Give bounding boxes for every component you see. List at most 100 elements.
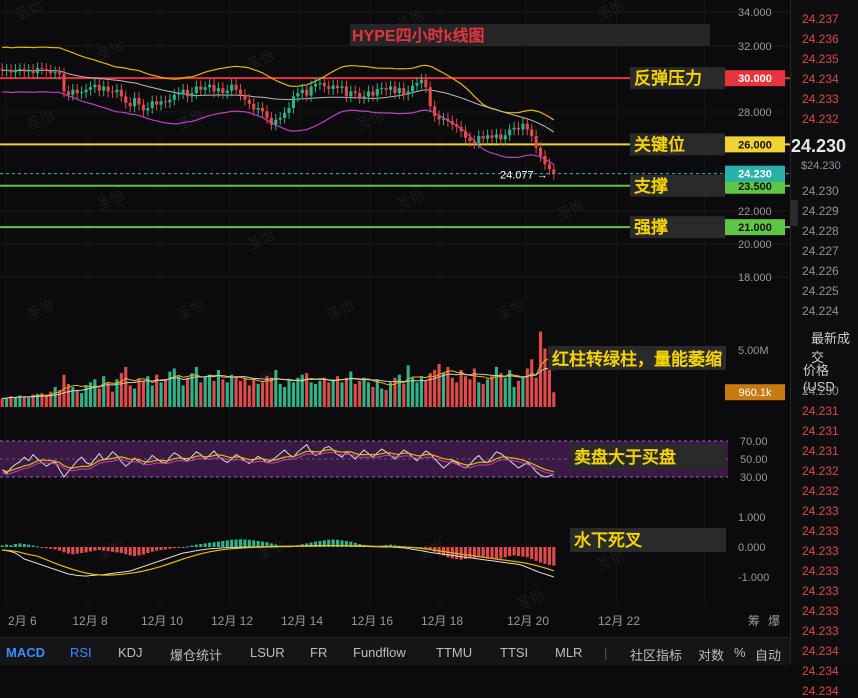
candle-body xyxy=(124,96,128,103)
indicator-tab-mlr[interactable]: MLR xyxy=(555,645,583,660)
date-tick: 2月 6 xyxy=(8,614,37,628)
trade-price: 24.233 xyxy=(802,544,839,558)
low-marker: 24.077 → xyxy=(500,170,548,182)
volume-bar xyxy=(9,396,13,407)
indicator-tab-fr[interactable]: FR xyxy=(310,645,328,660)
candle-body xyxy=(490,135,494,138)
current-price-label: 24.230 xyxy=(738,169,772,181)
y-axis-labels: 34.000 32.000 28.000 22.000 20.000 18.000 5.00… xyxy=(725,7,785,584)
candle-body xyxy=(97,84,101,91)
volume-bar xyxy=(110,391,115,407)
macd-hist-bar xyxy=(477,547,481,558)
toolbar-right-0[interactable]: 社区指标 xyxy=(630,648,683,663)
scroll-handle[interactable] xyxy=(790,200,798,226)
price-tick: 32.000 xyxy=(738,41,772,53)
indicator-tab-kdj[interactable]: KDJ xyxy=(118,645,143,660)
indicator-tab-ttsi[interactable]: TTSI xyxy=(500,645,529,660)
candle-body xyxy=(243,94,247,100)
volume-bar xyxy=(128,385,132,407)
candle-body xyxy=(13,69,17,73)
macd-hist-bar xyxy=(508,547,512,556)
candle-body xyxy=(128,102,132,107)
candle-body xyxy=(274,119,278,125)
macd-hist-bar xyxy=(216,541,220,547)
price-tick: 34.000 xyxy=(738,7,772,19)
candle-body xyxy=(102,86,106,91)
macd-hist-bar xyxy=(110,547,115,552)
indicator-tab-ttmu[interactable]: TTMU xyxy=(436,645,473,660)
macd-hist-bar xyxy=(62,547,66,553)
indicator-tab-macd[interactable]: MACD xyxy=(6,645,45,660)
trade-price: 24.234 xyxy=(802,644,839,658)
volume-bar xyxy=(203,376,207,407)
candle-body xyxy=(486,135,490,139)
toolbar-right-3[interactable]: 自动 xyxy=(755,648,782,663)
macd-hist-bar xyxy=(80,547,84,553)
macd-hist-bar xyxy=(274,544,278,547)
toolbar-right-1[interactable]: 对数 xyxy=(698,648,725,663)
level-price-support: 23.500 xyxy=(738,181,772,193)
volume-bar xyxy=(278,383,282,407)
volume-bar xyxy=(66,383,70,407)
macd-hist-bar xyxy=(97,547,101,550)
candle-body xyxy=(230,84,234,91)
candle-body xyxy=(199,86,203,90)
toolbar-right-2[interactable]: % xyxy=(734,645,746,660)
candle-body xyxy=(516,127,521,130)
volume-bar xyxy=(340,382,344,407)
volume-bar xyxy=(274,370,278,407)
candle-body xyxy=(185,89,190,97)
macd-hist-bar xyxy=(313,541,318,547)
macd-note: 水下死叉 xyxy=(574,530,643,550)
macd-hist-bar xyxy=(499,547,503,559)
rsi-note-bg xyxy=(570,444,726,470)
candle-body xyxy=(441,118,446,120)
volume-bar xyxy=(5,397,9,407)
candle-body xyxy=(397,88,401,94)
candle-body xyxy=(318,83,322,85)
macd-hist-bar xyxy=(472,547,476,558)
level-name-support: 支撑 xyxy=(634,176,668,196)
bid-price: 24.229 xyxy=(802,204,839,218)
candle-body xyxy=(406,91,410,95)
trade-price: 24.231 xyxy=(802,444,839,458)
bid-price: 24.230 xyxy=(802,184,839,198)
volume-bar xyxy=(31,394,35,407)
indicator-tab-fundflow[interactable]: Fundflow xyxy=(353,645,406,660)
volume-bar xyxy=(283,386,287,407)
macd-hist-bar xyxy=(0,545,4,547)
candle-body xyxy=(327,86,331,89)
volume-bar xyxy=(261,382,265,407)
candle-body xyxy=(80,92,84,94)
candle-body xyxy=(508,129,512,136)
volume-max-tick: 5.00M xyxy=(738,345,769,357)
volume-bar xyxy=(481,383,485,407)
candle-body xyxy=(543,155,547,165)
indicator-tab-rsi[interactable]: RSI xyxy=(70,645,92,660)
volume-bar xyxy=(402,383,406,407)
macd-hist-bar xyxy=(40,547,44,548)
macd-hist-bar xyxy=(155,547,159,551)
volume-bar xyxy=(300,374,304,407)
volume-bar xyxy=(305,373,309,407)
volume-bar xyxy=(230,374,234,407)
macd-hist-bar xyxy=(185,546,190,548)
bid-price: 24.226 xyxy=(802,264,839,278)
volume-bar xyxy=(97,388,101,407)
volume-bar xyxy=(486,379,490,407)
volume-bar xyxy=(375,379,379,407)
candle-body xyxy=(547,164,551,170)
indicator-tab-爆仓统计[interactable]: 爆仓统计 xyxy=(170,648,223,663)
macd-hist-bar xyxy=(18,543,22,547)
candle-body xyxy=(384,88,388,90)
volume-bar xyxy=(543,348,547,407)
volume-bar xyxy=(397,374,401,407)
candle-body xyxy=(216,88,220,92)
trade-price: 24.233 xyxy=(802,584,839,598)
volume-bar xyxy=(450,377,454,407)
title-bg xyxy=(350,24,710,46)
indicator-tab-lsur[interactable]: LSUR xyxy=(250,645,285,660)
macd-hist-bar xyxy=(516,547,521,556)
